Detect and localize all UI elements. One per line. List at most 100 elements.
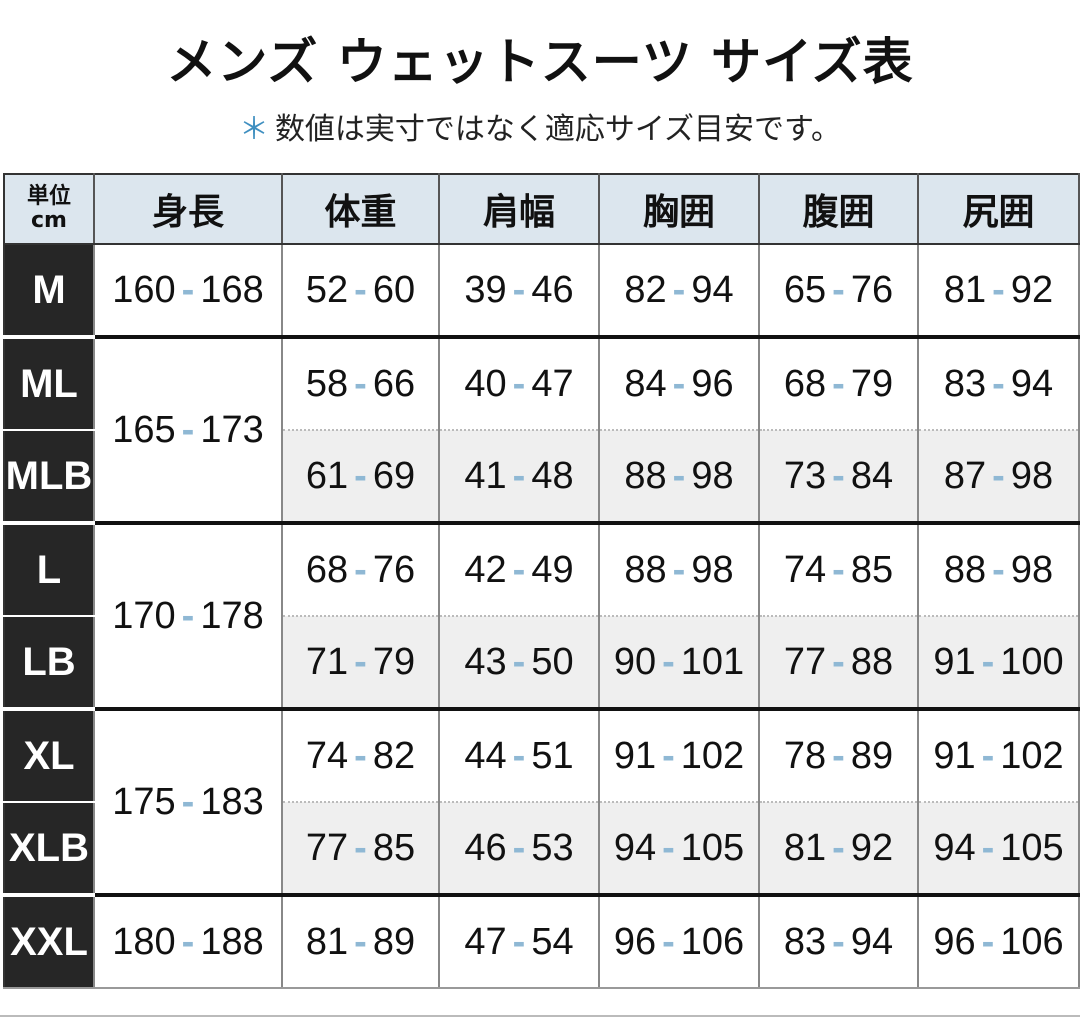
value-cell: 83-94 — [917, 335, 1080, 430]
range-max: 105 — [1000, 826, 1064, 869]
range-min: 71 — [305, 640, 349, 683]
height-cell: 160-168 — [93, 244, 283, 337]
range-min: 46 — [464, 826, 507, 869]
table-row: XLB 77-85 46-53 94-105 81-92 94-105 — [3, 801, 1080, 896]
range-min: 74 — [305, 734, 349, 777]
range-max: 82 — [372, 734, 416, 777]
size-table: 単位 cm 身長 体重 肩幅 胸囲 腹囲 尻囲 M 160-168 52-60 39-46 82-9… — [3, 173, 1080, 989]
table-row: LB 71-79 43-50 90-101 77-88 91-100 — [3, 615, 1080, 710]
range-min: 61 — [305, 454, 349, 497]
value-cell: 77-85 — [281, 801, 440, 895]
range-dash: - — [354, 454, 367, 497]
divider — [0, 1015, 1080, 1017]
range-max: 168 — [200, 268, 264, 311]
value-cell: 81-92 — [917, 244, 1080, 337]
range-min: 52 — [305, 268, 349, 311]
value-cell: 81-92 — [758, 801, 919, 895]
range-max: 92 — [1010, 268, 1054, 311]
range-dash: - — [992, 268, 1005, 311]
size-label: MLB — [3, 430, 94, 524]
range-min: 91 — [613, 734, 657, 777]
unit-label-unit: cm — [31, 208, 67, 233]
range-min: 88 — [624, 548, 667, 591]
value-cell: 68-76 — [281, 521, 440, 616]
value-cell: 90-101 — [598, 615, 760, 709]
range-dash: - — [992, 454, 1005, 497]
value-cell: 78-89 — [758, 707, 919, 802]
range-max: 69 — [372, 454, 416, 497]
range-min: 165 — [112, 408, 176, 451]
range-max: 98 — [1010, 548, 1054, 591]
page-title: メンズ ウェットスーツ サイズ表 — [166, 33, 914, 91]
range-dash: - — [354, 268, 367, 311]
range-dash: - — [672, 268, 686, 311]
range-max: 98 — [691, 454, 734, 497]
range-max: 178 — [200, 594, 264, 637]
range-dash: - — [181, 594, 195, 637]
size-label: LB — [3, 616, 94, 710]
value-cell: 91-102 — [598, 707, 760, 802]
value-cell: 88-98 — [917, 521, 1080, 616]
range-max: 96 — [691, 362, 734, 405]
range-min: 68 — [305, 548, 349, 591]
range-max: 102 — [1000, 734, 1064, 777]
range-dash: - — [832, 920, 845, 963]
value-cell: 94-105 — [598, 801, 760, 895]
subtitle: ＊数値は実寸ではなく適応サイズ目安です。 — [0, 104, 1080, 148]
range-dash: - — [832, 734, 845, 777]
column-header: 尻囲 — [917, 173, 1080, 245]
table-row: XL 175-183 74-82 44-51 91-102 78-89 91-102 — [3, 707, 1080, 895]
value-cell: 43-50 — [438, 615, 600, 709]
range-dash: - — [672, 548, 686, 591]
range-min: 44 — [464, 734, 507, 777]
range-min: 83 — [783, 920, 827, 963]
range-min: 68 — [783, 362, 827, 405]
range-max: 48 — [531, 454, 574, 497]
range-min: 42 — [464, 548, 507, 591]
range-max: 94 — [850, 920, 894, 963]
height-cell: 175-183 — [93, 707, 283, 895]
range-min: 65 — [783, 268, 827, 311]
range-dash: - — [354, 734, 367, 777]
range-dash: - — [832, 362, 845, 405]
range-min: 91 — [933, 640, 976, 683]
value-cell: 83-94 — [758, 893, 919, 989]
range-max: 92 — [850, 826, 894, 869]
range-max: 53 — [531, 826, 574, 869]
range-dash: - — [512, 548, 526, 591]
range-dash: - — [181, 780, 195, 823]
table-row: MLB 61-69 41-48 88-98 73-84 87-98 — [3, 429, 1080, 524]
range-min: 96 — [933, 920, 976, 963]
range-dash: - — [662, 734, 675, 777]
range-dash: - — [662, 640, 675, 683]
range-dash: - — [181, 920, 195, 963]
range-dash: - — [181, 268, 195, 311]
range-dash: - — [662, 826, 675, 869]
column-header: 身長 — [93, 173, 283, 245]
range-dash: - — [981, 920, 995, 963]
range-min: 77 — [783, 640, 827, 683]
value-cell: 41-48 — [438, 429, 600, 523]
range-min: 170 — [112, 594, 176, 637]
range-min: 41 — [464, 454, 507, 497]
range-max: 106 — [1000, 920, 1064, 963]
range-dash: - — [354, 548, 367, 591]
value-cell: 44-51 — [438, 707, 600, 802]
range-max: 54 — [531, 920, 574, 963]
range-max: 89 — [850, 734, 894, 777]
header-row: 単位 cm 身長 体重 肩幅 胸囲 腹囲 尻囲 — [3, 173, 1080, 245]
range-dash: - — [992, 548, 1005, 591]
value-cell: 52-60 — [281, 244, 440, 337]
value-cell: 73-84 — [758, 429, 919, 523]
size-label: ML — [3, 335, 94, 431]
range-dash: - — [512, 454, 526, 497]
range-dash: - — [512, 640, 526, 683]
range-dash: - — [832, 548, 845, 591]
range-max: 49 — [531, 548, 574, 591]
range-min: 88 — [624, 454, 667, 497]
range-min: 82 — [624, 268, 667, 311]
value-cell: 87-98 — [917, 429, 1080, 523]
value-cell: 47-54 — [438, 893, 600, 989]
value-cell: 88-98 — [598, 521, 760, 616]
range-min: 90 — [613, 640, 657, 683]
